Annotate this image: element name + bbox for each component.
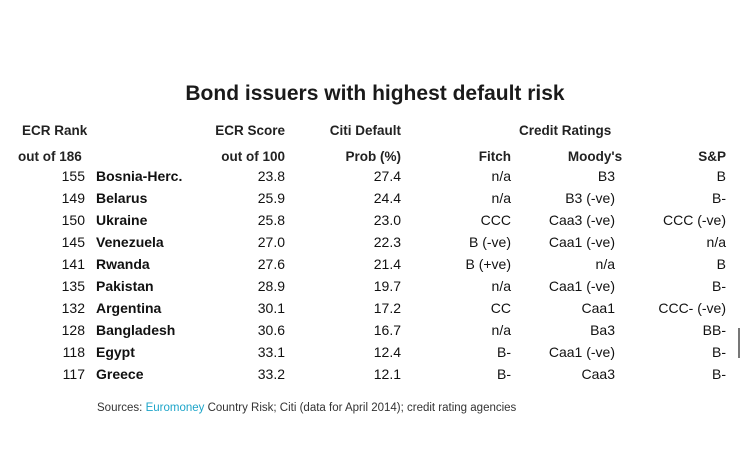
cell-sp: B	[716, 168, 726, 184]
cell-rank: 145	[61, 234, 85, 250]
cell-moodys: Caa3 (-ve)	[548, 212, 615, 228]
source-note: Sources: Euromoney Country Risk; Citi (d…	[97, 402, 516, 414]
cell-fitch: n/a	[491, 168, 511, 184]
header-score-line1: ECR Score	[215, 123, 285, 138]
cell-country: Greece	[96, 366, 144, 382]
cell-fitch: B-	[497, 366, 511, 382]
cell-moodys: Caa1 (-ve)	[548, 278, 615, 294]
cell-fitch: n/a	[491, 190, 511, 206]
cell-moodys: n/a	[595, 256, 615, 272]
source-prefix: Sources:	[97, 402, 146, 414]
cell-moodys: B3	[597, 168, 615, 184]
cell-fitch: B (-ve)	[469, 234, 511, 250]
cell-country: Belarus	[96, 190, 148, 206]
table-title: Bond issuers with highest default risk	[185, 82, 565, 105]
cell-sp: B-	[712, 366, 726, 382]
cell-moodys: Ba3	[590, 322, 615, 338]
cell-country: Ukraine	[96, 212, 148, 228]
cell-score: 33.2	[257, 366, 285, 382]
header-sp: S&P	[698, 149, 726, 164]
cell-prob: 24.4	[373, 190, 401, 206]
cell-score: 33.1	[257, 344, 285, 360]
cell-moodys: Caa1 (-ve)	[548, 344, 615, 360]
cell-moodys: Caa3	[581, 366, 615, 382]
cell-rank: 155	[61, 168, 85, 184]
cell-score: 27.0	[257, 234, 285, 250]
header-score-line2: out of 100	[221, 149, 285, 164]
header-credit-ratings: Credit Ratings	[519, 123, 612, 138]
cell-sp: n/a	[706, 234, 726, 250]
cell-country: Egypt	[96, 344, 135, 360]
cell-prob: 22.3	[373, 234, 401, 250]
cell-sp: CCC (-ve)	[663, 212, 726, 228]
cell-prob: 27.4	[373, 168, 401, 184]
cell-score: 28.9	[257, 278, 285, 294]
source-suffix: Country Risk; Citi (data for April 2014)…	[204, 402, 517, 414]
cell-score: 25.9	[257, 190, 285, 206]
cell-fitch: B (+ve)	[465, 256, 511, 272]
cell-score: 30.6	[257, 322, 285, 338]
cell-prob: 19.7	[373, 278, 401, 294]
source-euromoney: Euromoney	[145, 402, 205, 414]
cell-fitch: n/a	[491, 322, 511, 338]
cell-rank: 149	[61, 190, 85, 206]
cell-fitch: CCC	[480, 212, 511, 228]
cell-score: 27.6	[257, 256, 285, 272]
header-rank-line1: ECR Rank	[22, 123, 88, 138]
header-fitch: Fitch	[478, 149, 511, 164]
cell-sp: B-	[712, 344, 726, 360]
cell-rank: 132	[61, 300, 85, 316]
cell-moodys: Caa1 (-ve)	[548, 234, 615, 250]
cell-rank: 118	[62, 344, 85, 360]
cell-score: 30.1	[257, 300, 285, 316]
cell-rank: 128	[61, 322, 85, 338]
cell-sp: B-	[712, 278, 726, 294]
cell-fitch: CC	[490, 300, 511, 316]
cell-country: Bangladesh	[96, 322, 176, 338]
cell-rank: 135	[61, 278, 85, 294]
cell-sp: B	[716, 256, 726, 272]
cell-sp: B-	[712, 190, 726, 206]
cell-score: 23.8	[257, 168, 285, 184]
cell-sp: BB-	[702, 322, 726, 338]
cell-prob: 21.4	[373, 256, 401, 272]
cell-prob: 16.7	[373, 322, 401, 338]
cell-fitch: B-	[497, 344, 511, 360]
header-moodys: Moody's	[567, 149, 623, 164]
cell-rank: 141	[61, 256, 85, 272]
cell-prob: 17.2	[373, 300, 401, 316]
cell-rank: 150	[61, 212, 85, 228]
cell-country: Venezuela	[96, 234, 164, 250]
cell-country: Pakistan	[96, 278, 154, 294]
cell-sp: CCC- (-ve)	[658, 300, 726, 316]
page-edge-mark	[738, 328, 740, 358]
cell-country: Rwanda	[96, 256, 150, 272]
header-prob-line1: Citi Default	[329, 123, 401, 138]
cell-country: Bosnia-Herc.	[96, 168, 183, 184]
header-prob-line2: Prob (%)	[345, 149, 402, 164]
cell-moodys: B3 (-ve)	[565, 190, 615, 206]
cell-prob: 12.4	[373, 344, 401, 360]
cell-fitch: n/a	[491, 278, 511, 294]
header-rank-line2: out of 186	[18, 149, 82, 164]
cell-prob: 23.0	[373, 212, 401, 228]
cell-score: 25.8	[257, 212, 285, 228]
cell-moodys: Caa1	[581, 300, 615, 316]
cell-country: Argentina	[96, 300, 162, 316]
cell-rank: 117	[62, 366, 85, 382]
cell-prob: 12.1	[373, 366, 401, 382]
